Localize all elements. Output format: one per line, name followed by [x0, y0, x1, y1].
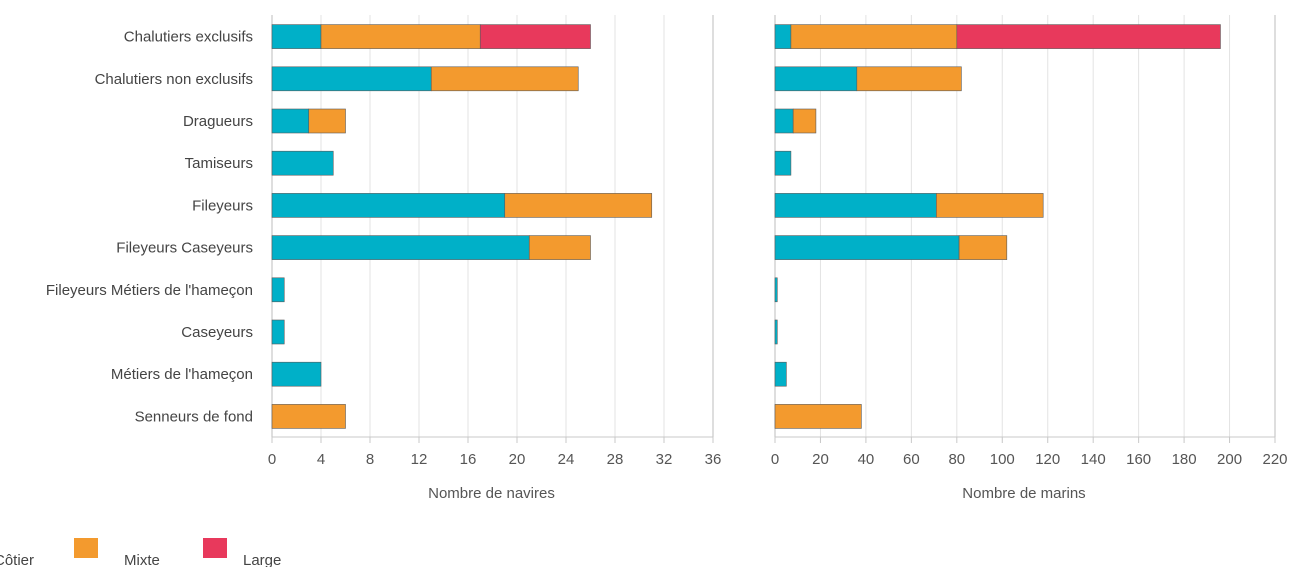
bar-mixte	[430, 66, 579, 92]
bar-cotier	[271, 150, 334, 176]
x-tick-label: 200	[1217, 451, 1242, 468]
x-tick-label: 20	[509, 451, 526, 468]
x-tick-label: 32	[656, 451, 673, 468]
bar-cotier	[774, 235, 960, 260]
x-tick-label: 120	[1035, 451, 1060, 468]
x-tick-label: 40	[858, 451, 875, 468]
legend: Côtier Mixte Large	[0, 538, 281, 569]
category-label: Caseyeurs	[181, 324, 253, 341]
bar-cotier	[774, 66, 858, 92]
category-label: Métiers de l'hameçon	[111, 366, 253, 383]
legend-label-cotier: Côtier	[0, 552, 34, 567]
bar-cotier	[774, 150, 792, 176]
bar-cotier	[271, 193, 506, 218]
x-tick-label: 140	[1081, 451, 1106, 468]
bar-cotier	[271, 277, 285, 303]
panel-marins: 0 20 40 60 80 100 120 140 160 180 200 220 Nombre de …	[771, 15, 1288, 502]
bar-cotier	[774, 24, 792, 49]
category-label: Senneurs de fond	[135, 408, 253, 425]
bar-mixte	[528, 235, 591, 260]
bar-mixte	[792, 108, 817, 134]
x-tick-label: 160	[1126, 451, 1151, 468]
bar-mixte	[504, 193, 653, 218]
x-tick-label: 180	[1172, 451, 1197, 468]
x-tick-label: 28	[607, 451, 624, 468]
legend-swatch-large	[203, 538, 227, 558]
bar-mixte	[271, 404, 346, 429]
category-label: Fileyeurs Métiers de l'hameçon	[46, 282, 253, 299]
x-axis-title: Nombre de navires	[428, 485, 555, 502]
legend-label-mixte: Mixte	[124, 552, 160, 567]
category-label: Chalutiers exclusifs	[124, 29, 253, 46]
bar-large	[479, 24, 591, 49]
x-tick-label: 12	[411, 451, 428, 468]
x-tick-label: 0	[268, 451, 276, 468]
bar-mixte	[774, 404, 862, 429]
bar-cotier	[271, 319, 285, 345]
bar-cotier	[271, 235, 530, 260]
bar-mixte	[856, 66, 962, 92]
bar-mixte	[308, 108, 346, 134]
bar-mixte	[958, 235, 1008, 260]
category-label: Dragueurs	[183, 113, 253, 130]
bar-cotier	[271, 66, 432, 92]
legend-swatch-mixte	[74, 538, 98, 558]
category-label: Fileyeurs	[192, 197, 253, 214]
bar-cotier	[774, 361, 787, 387]
x-tick-label: 100	[990, 451, 1015, 468]
category-label: Tamiseurs	[185, 155, 253, 172]
x-tick-label: 36	[705, 451, 722, 468]
x-axis-title: Nombre de marins	[962, 485, 1085, 502]
bar-mixte	[790, 24, 958, 49]
x-tick-label: 60	[903, 451, 920, 468]
bar-cotier	[774, 108, 794, 134]
bar-cotier	[774, 193, 937, 218]
x-tick-label: 80	[948, 451, 965, 468]
x-tick-label: 20	[812, 451, 829, 468]
x-tick-label: 16	[460, 451, 477, 468]
bar-cotier	[271, 24, 322, 49]
bar-mixte	[936, 193, 1044, 218]
x-tick-label: 8	[366, 451, 374, 468]
category-label: Fileyeurs Caseyeurs	[116, 240, 253, 257]
x-tick-label: 220	[1262, 451, 1287, 468]
x-tick-label: 24	[558, 451, 575, 468]
legend-label-large: Large	[243, 552, 281, 567]
bar-cotier	[774, 277, 778, 303]
panel-navires: 0 4 8 12 16 20 24 28 32 36 Nombre de navires Chalut…	[46, 15, 721, 502]
bar-cotier	[271, 108, 310, 134]
x-tick-label: 0	[771, 451, 779, 468]
bar-large	[956, 24, 1221, 49]
bar-mixte	[320, 24, 481, 49]
x-tick-label: 4	[317, 451, 325, 468]
category-label: Chalutiers non exclusifs	[95, 71, 253, 88]
bar-cotier	[774, 319, 778, 345]
bar-cotier	[271, 361, 322, 387]
